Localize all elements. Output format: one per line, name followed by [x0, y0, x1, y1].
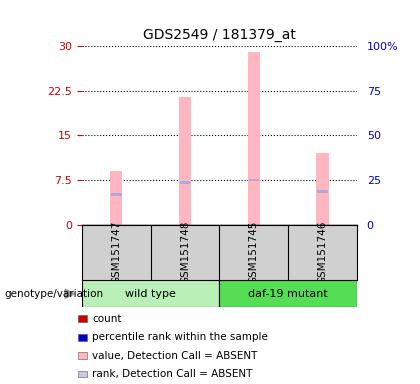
Text: daf-19 mutant: daf-19 mutant	[248, 289, 328, 299]
Bar	[248, 52, 260, 225]
Text: GSM151745: GSM151745	[249, 221, 259, 284]
Bar	[111, 194, 121, 196]
Text: GSM151748: GSM151748	[180, 221, 190, 284]
Bar	[110, 171, 123, 225]
Bar	[220, 280, 357, 307]
Bar	[316, 153, 329, 225]
Title: GDS2549 / 181379_at: GDS2549 / 181379_at	[143, 28, 296, 42]
Text: percentile rank within the sample: percentile rank within the sample	[92, 332, 268, 342]
Bar	[318, 190, 328, 194]
Text: GSM151746: GSM151746	[318, 221, 328, 284]
Bar	[179, 97, 191, 225]
Text: value, Detection Call = ABSENT: value, Detection Call = ABSENT	[92, 351, 257, 361]
Text: count: count	[92, 314, 121, 324]
Bar	[82, 280, 220, 307]
Text: wild type: wild type	[125, 289, 176, 299]
Bar	[180, 182, 190, 184]
Text: genotype/variation: genotype/variation	[4, 289, 103, 299]
Bar	[249, 179, 259, 182]
Text: rank, Detection Call = ABSENT: rank, Detection Call = ABSENT	[92, 369, 252, 379]
Text: GSM151747: GSM151747	[111, 221, 121, 284]
